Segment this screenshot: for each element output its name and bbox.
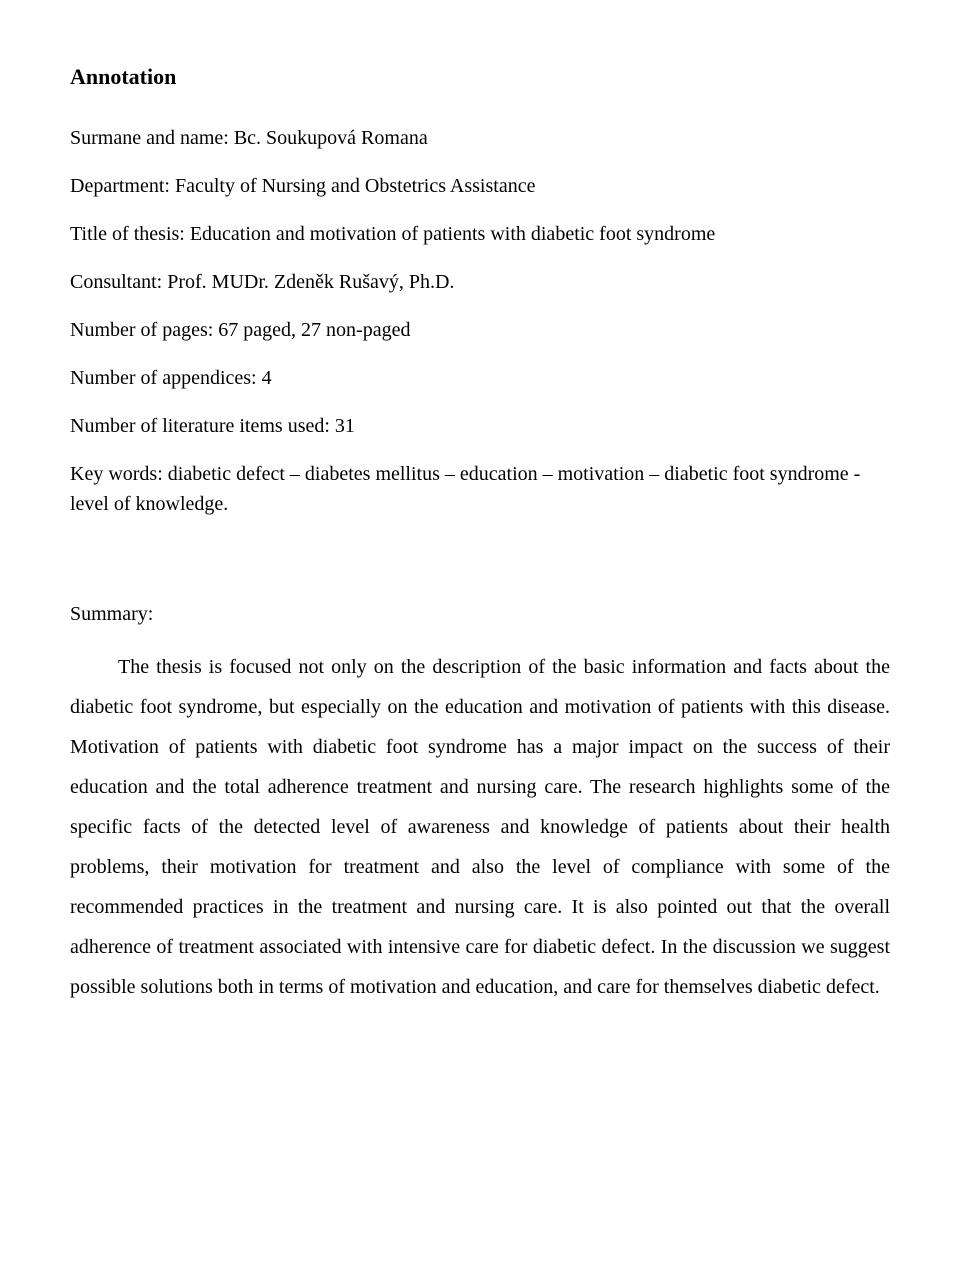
meta-department: Department: Faculty of Nursing and Obste… <box>70 171 890 201</box>
meta-surname: Surmane and name: Bc. Soukupová Romana <box>70 123 890 153</box>
meta-consultant: Consultant: Prof. MUDr. Zdeněk Rušavý, P… <box>70 267 890 297</box>
meta-pages: Number of pages: 67 paged, 27 non-paged <box>70 315 890 345</box>
summary-body: The thesis is focused not only on the de… <box>70 647 890 1007</box>
meta-literature: Number of literature items used: 31 <box>70 411 890 441</box>
page-title: Annotation <box>70 60 890 93</box>
summary-heading: Summary: <box>70 599 890 629</box>
meta-keywords: Key words: diabetic defect – diabetes me… <box>70 459 890 519</box>
meta-appendices: Number of appendices: 4 <box>70 363 890 393</box>
meta-thesis-title: Title of thesis: Education and motivatio… <box>70 219 890 249</box>
